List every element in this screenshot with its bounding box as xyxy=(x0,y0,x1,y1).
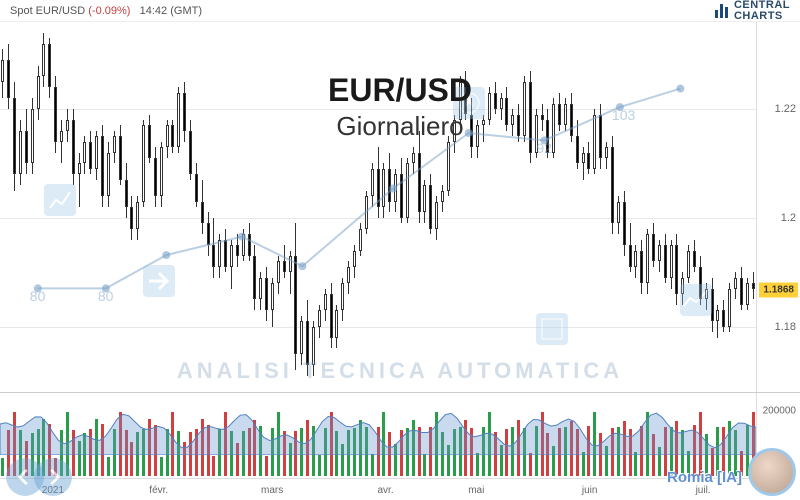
watermark-spark-icon xyxy=(676,280,716,320)
nav-arrows xyxy=(6,458,72,496)
instrument-info: Spot EUR/USD (-0.09%) 14:42 (GMT) xyxy=(10,5,202,17)
price-chart-panel[interactable]: EUR/USD Giornaliero ANALISI TECNICA AUTO… xyxy=(0,22,800,392)
logo-bars-icon xyxy=(715,4,728,18)
price-y-axis: 1.181.21.221.1868 xyxy=(756,22,800,392)
nav-next-button[interactable] xyxy=(34,458,72,496)
watermark-arrow-icon xyxy=(139,261,179,301)
change-percent: (-0.09%) xyxy=(88,5,130,17)
logo-text-top: CENTRAL xyxy=(734,0,790,11)
watermark-box-icon xyxy=(532,309,572,349)
time-x-axis: 2021févr.marsavr.maijuinjuil. xyxy=(0,478,756,500)
watermark-chart-icon xyxy=(40,180,80,220)
quote-tz: (GMT) xyxy=(170,5,202,17)
instrument-name: Spot EUR/USD xyxy=(10,5,85,17)
volume-panel[interactable]: 200000 xyxy=(0,392,800,476)
period-label: Giornaliero xyxy=(0,111,800,142)
chart-title: EUR/USD Giornaliero xyxy=(0,72,800,142)
avatar-name: Romia [IA] xyxy=(667,469,742,486)
watermark-text: ANALISI TECNICA AUTOMATICA xyxy=(0,358,800,384)
pair-label: EUR/USD xyxy=(0,72,800,109)
logo-text-bottom: CHARTS xyxy=(734,11,790,22)
quote-time: 14:42 xyxy=(140,5,168,17)
brand-logo: CENTRAL CHARTS xyxy=(715,0,790,22)
header-bar: Spot EUR/USD (-0.09%) 14:42 (GMT) CENTRA… xyxy=(0,0,800,22)
avatar-icon[interactable] xyxy=(748,448,796,496)
volume-area-overlay xyxy=(0,393,756,455)
